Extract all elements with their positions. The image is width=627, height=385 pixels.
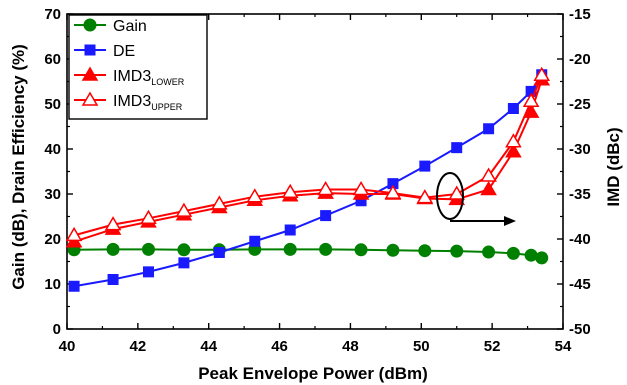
right-axis-arrow-head [504, 216, 516, 226]
y-axis-label: Gain (dB), Drain Efficiency (%) [9, 44, 28, 290]
data-point [355, 195, 367, 207]
data-point [506, 246, 520, 260]
data-point [535, 251, 549, 265]
data-point [213, 247, 225, 258]
data-point [284, 224, 296, 236]
legend-entry: DE [74, 43, 135, 60]
data-point [522, 92, 540, 108]
legend-marker [81, 66, 99, 81]
data-point [507, 103, 519, 114]
legend-label-subscript: LOWER [151, 77, 185, 87]
data-point [249, 235, 261, 247]
data-point [384, 184, 402, 199]
legend-entry: Gain [74, 18, 147, 35]
data-point [107, 274, 119, 285]
x-tick-label: 50 [413, 338, 430, 355]
y-tick-label: 50 [44, 96, 61, 113]
data-point [68, 280, 80, 292]
data-point [505, 133, 522, 148]
y-tick-label: 10 [44, 276, 61, 293]
y2-tick-label: -15 [569, 6, 591, 23]
x-tick-label: 48 [342, 338, 359, 355]
data-point [480, 167, 497, 182]
data-point [525, 85, 537, 97]
data-point [320, 210, 332, 222]
series-layer [65, 66, 551, 292]
annotation-layer [436, 172, 516, 226]
y2-tick-label: -20 [569, 51, 591, 68]
series-gain [67, 242, 549, 265]
axes-layer: 40 42 44 46 48 50 52 54 0 10 20 30 40 50 60 70 -50 -45 -40… [44, 6, 590, 355]
data-point [524, 248, 538, 262]
x-tick-label: 40 [59, 338, 76, 355]
series-line [74, 248, 542, 259]
imd-annotation-ellipse [436, 172, 464, 220]
data-point [505, 143, 522, 158]
axis-labels: Peak Envelope Power (dBm) Gain (dB), Dra… [9, 44, 623, 383]
legend-label: DE [113, 43, 135, 60]
data-point [480, 181, 497, 196]
data-point [352, 181, 370, 196]
legend-marker [84, 44, 96, 56]
series-imd3-upper [65, 66, 551, 242]
data-point [354, 243, 368, 257]
data-point [482, 245, 496, 259]
x-axis-label: Peak Envelope Power (dBm) [198, 364, 428, 383]
legend-label: Gain [113, 18, 147, 35]
y-tick-label: 60 [44, 51, 61, 68]
data-point [65, 226, 83, 242]
legend-box [68, 14, 208, 120]
data-point [386, 243, 400, 257]
data-point [387, 178, 399, 190]
data-point [283, 242, 297, 256]
data-point [142, 266, 154, 278]
series-line [73, 79, 543, 243]
y-tick-label: 0 [53, 321, 61, 338]
x-tick-label: 46 [271, 338, 288, 355]
data-point [140, 209, 157, 225]
data-point [451, 142, 463, 154]
legend-marker [81, 91, 99, 106]
data-point [175, 202, 193, 217]
data-point [448, 185, 466, 200]
data-point [177, 243, 191, 257]
y2-axis-label: IMD (dBc) [604, 127, 623, 206]
data-point [141, 242, 155, 256]
series-line [73, 74, 543, 237]
data-point [104, 216, 122, 231]
x-tick-label: 52 [484, 338, 501, 355]
series-line [73, 74, 543, 288]
series-de [68, 69, 548, 292]
data-point [106, 242, 120, 256]
legend-label-subscript: UPPER [151, 102, 183, 112]
data-point [319, 242, 333, 256]
x-tick-label: 44 [200, 338, 217, 355]
data-point [483, 123, 495, 135]
y2-tick-label: -25 [569, 96, 591, 113]
y-tick-label: 70 [44, 6, 61, 23]
y2-tick-label: -30 [569, 141, 591, 158]
y-tick-label: 40 [44, 141, 61, 158]
data-point [178, 257, 190, 269]
y2-tick-label: -40 [569, 231, 591, 248]
data-point [281, 183, 299, 198]
data-point [416, 189, 434, 204]
y2-tick-label: -45 [569, 276, 591, 293]
y-tick-label: 20 [44, 231, 61, 248]
data-point [419, 160, 431, 172]
data-point [317, 181, 334, 196]
y2-tick-label: -35 [569, 186, 591, 203]
legend-marker [83, 18, 97, 32]
data-point [533, 66, 551, 81]
y-tick-label: 30 [44, 186, 61, 203]
data-point [246, 188, 264, 203]
x-tick-label: 42 [130, 338, 147, 355]
data-point [211, 195, 228, 210]
data-point [450, 244, 464, 258]
y2-tick-label: -50 [569, 321, 591, 338]
x-tick-label: 54 [555, 338, 572, 355]
data-point [418, 244, 432, 258]
